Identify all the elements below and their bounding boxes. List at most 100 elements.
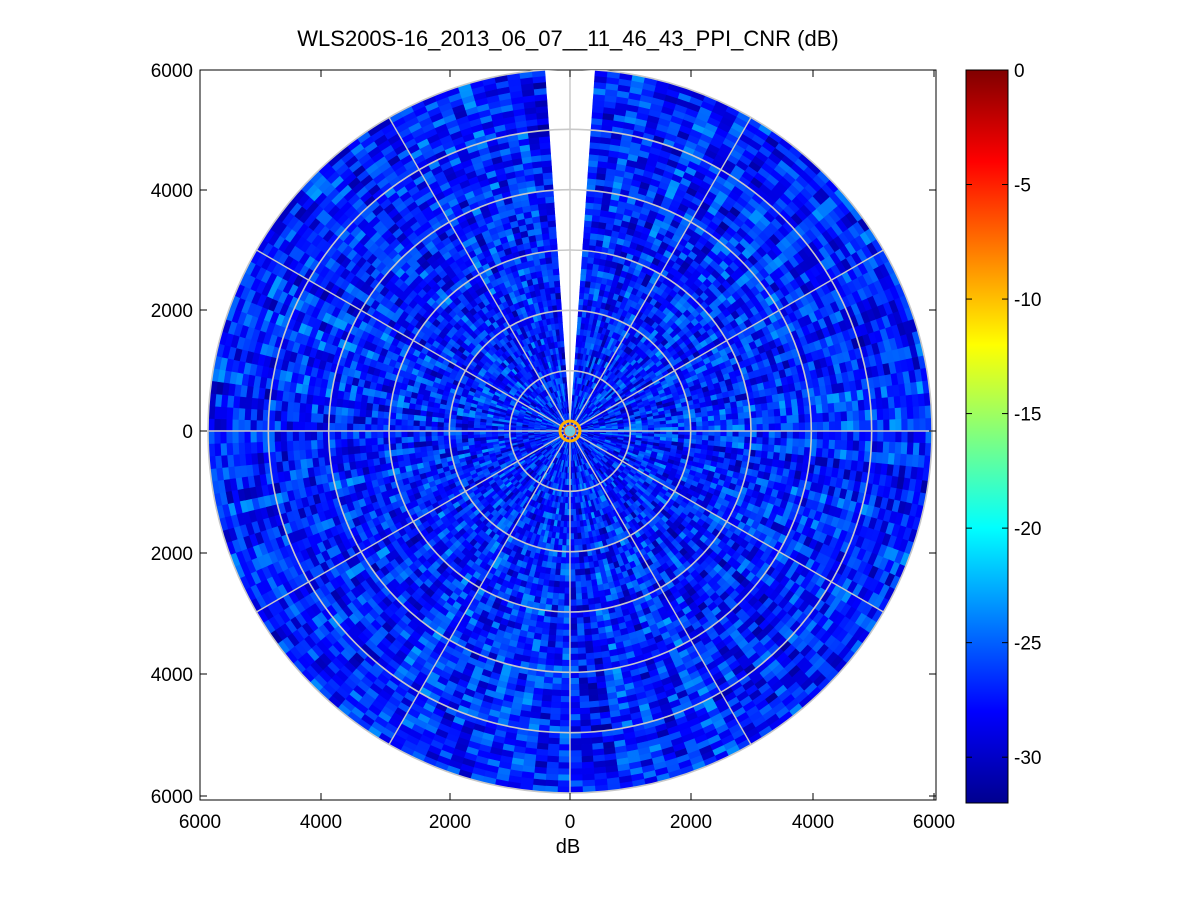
data-cell: [840, 430, 848, 442]
data-cell: [720, 430, 728, 437]
data-cell: [719, 408, 727, 416]
data-cell: [798, 438, 806, 448]
data-cell: [774, 415, 782, 425]
data-cell: [584, 207, 594, 216]
data-cell: [725, 441, 733, 449]
data-cell: [589, 232, 599, 241]
data-cell: [858, 410, 866, 422]
data-cell: [719, 441, 727, 448]
data-cell: [822, 421, 830, 432]
data-cell: [768, 437, 776, 446]
data-cell: [707, 415, 715, 422]
data-cell: [877, 430, 885, 443]
data-cell: [834, 421, 842, 432]
data-cell: [744, 424, 752, 432]
data-cell: [827, 448, 836, 460]
data-cell: [580, 268, 588, 276]
data-cell: [786, 430, 794, 440]
data-cell: [755, 443, 763, 452]
data-cell: [708, 425, 716, 432]
data-cell: [780, 438, 788, 447]
data-cell: [730, 447, 739, 455]
data-cell: [840, 411, 848, 422]
data-cell: [774, 430, 782, 439]
data-cell: [702, 420, 710, 427]
data-cell: [833, 402, 842, 413]
data-cell: [738, 424, 746, 432]
data-cell: [852, 410, 860, 422]
data-cell: [912, 442, 921, 456]
data-cell: [774, 423, 782, 432]
data-cell: [754, 450, 763, 459]
data-cell: [912, 406, 921, 420]
data-cell: [586, 262, 594, 271]
data-cell: [888, 407, 896, 421]
data-cell: [821, 448, 830, 459]
data-cell: [780, 415, 788, 424]
data-cell: [779, 445, 788, 455]
data-cell: [833, 449, 842, 460]
data-cell: [677, 418, 685, 424]
data-cell: [585, 195, 595, 204]
data-cell: [889, 430, 897, 443]
data-cell: [588, 159, 599, 168]
data-cell: [846, 440, 854, 452]
data-cell: [810, 430, 818, 440]
data-cell: [918, 442, 927, 457]
data-cell: [756, 437, 764, 445]
data-cell: [816, 439, 824, 450]
data-cell: [738, 430, 746, 438]
data-cell: [580, 274, 587, 282]
data-cell: [737, 412, 745, 420]
data-cell: [768, 423, 776, 432]
data-cell: [696, 421, 704, 427]
data-cell: [815, 447, 824, 458]
data-cell: [859, 430, 866, 442]
data-cell: [822, 439, 830, 450]
data-cell: [821, 403, 830, 414]
data-cell: [798, 430, 806, 440]
data-cell: [714, 435, 722, 442]
data-cell: [671, 423, 679, 428]
data-cell: [894, 442, 902, 455]
data-cell: [906, 406, 915, 420]
data-cell: [756, 430, 764, 439]
data-cell: [853, 430, 860, 442]
data-cell: [720, 425, 728, 432]
data-cell: [810, 422, 818, 432]
data-cell: [876, 441, 884, 454]
data-cell: [659, 423, 667, 429]
data-cell: [919, 430, 927, 444]
data-cell: [587, 165, 599, 174]
data-cell: [761, 409, 769, 418]
data-cell: [581, 262, 589, 270]
data-cell: [750, 424, 758, 432]
data-cell: [755, 410, 763, 419]
data-cell: [583, 219, 593, 228]
data-cell: [828, 430, 836, 441]
data-cell: [822, 430, 830, 441]
data-cell: [816, 421, 824, 432]
data-cell: [584, 213, 594, 222]
data-cell: [750, 430, 758, 438]
data-cell: [773, 444, 782, 454]
data-cell: [889, 419, 897, 432]
data-cell: [906, 442, 915, 456]
data-cell: [583, 226, 592, 234]
data-cell: [859, 420, 866, 432]
data-cell: [900, 442, 909, 455]
data-cell: [701, 411, 709, 418]
data-cell: [708, 430, 716, 437]
data-cell: [792, 438, 800, 448]
data-cell: [713, 414, 721, 422]
data-cell: [756, 417, 764, 425]
data-cell: [726, 436, 734, 443]
data-cell: [834, 439, 842, 451]
data-cell: [754, 403, 763, 412]
data-cell: [732, 418, 740, 426]
data-cell: [773, 408, 782, 418]
data-cell: [760, 450, 769, 460]
data-cell: [738, 436, 746, 444]
data-cell: [901, 430, 909, 444]
data-cell: [907, 430, 915, 444]
